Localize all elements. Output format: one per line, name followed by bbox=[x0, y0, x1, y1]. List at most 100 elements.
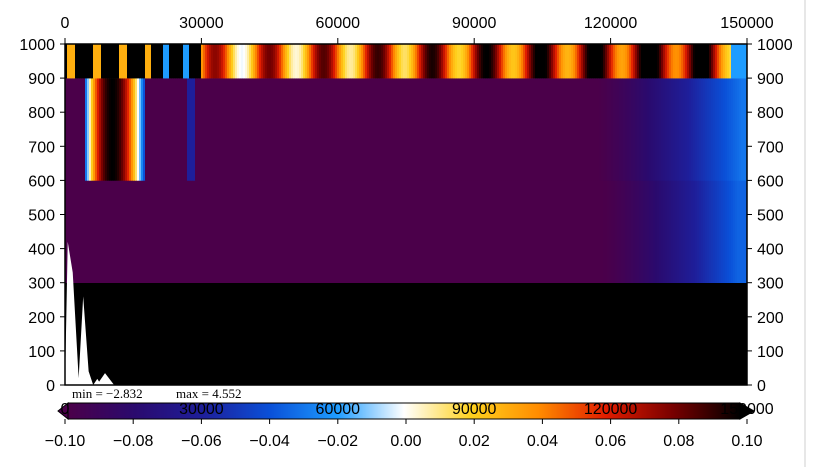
heatmap-cell bbox=[193, 78, 196, 181]
heatmap-cell bbox=[687, 44, 690, 79]
heatmap-cell bbox=[231, 282, 234, 385]
heatmap-cell bbox=[323, 78, 326, 181]
heatmap-cell bbox=[179, 282, 182, 385]
heatmap-cell bbox=[361, 78, 364, 181]
heatmap-cell bbox=[661, 282, 664, 385]
heatmap-cell bbox=[517, 44, 520, 79]
heatmap-cell bbox=[571, 78, 574, 181]
heatmap-cell bbox=[617, 180, 620, 283]
heatmap-cell bbox=[217, 282, 220, 385]
heatmap-cell bbox=[605, 44, 608, 79]
heatmap-cell bbox=[85, 44, 88, 79]
heatmap-cell bbox=[709, 44, 712, 79]
heatmap-cell bbox=[203, 282, 206, 385]
heatmap-cell bbox=[481, 44, 484, 79]
heatmap-cell bbox=[425, 78, 428, 181]
heatmap-cell bbox=[147, 282, 150, 385]
heatmap-cell bbox=[319, 44, 322, 79]
colorbar-max-arrow bbox=[739, 402, 756, 420]
heatmap-cell bbox=[445, 78, 448, 181]
heatmap-cell bbox=[569, 282, 572, 385]
heatmap-cell bbox=[211, 44, 214, 79]
heatmap-cell bbox=[743, 282, 746, 385]
heatmap-cell bbox=[123, 78, 126, 181]
heatmap-cell bbox=[715, 282, 718, 385]
heatmap-cell bbox=[289, 180, 292, 283]
heatmap-cell bbox=[555, 78, 558, 181]
heatmap-cell bbox=[283, 282, 286, 385]
heatmap-cell bbox=[587, 78, 590, 181]
heatmap-cell bbox=[725, 282, 728, 385]
heatmap-cell bbox=[515, 282, 518, 385]
heatmap-cell bbox=[681, 180, 684, 283]
heatmap-cell bbox=[425, 282, 428, 385]
heatmap-cell bbox=[267, 44, 270, 79]
heatmap-cell bbox=[125, 282, 128, 385]
heatmap-cell bbox=[299, 180, 302, 283]
heatmap-cell bbox=[309, 180, 312, 283]
heatmap-cell bbox=[147, 44, 150, 79]
heatmap-cell bbox=[537, 282, 540, 385]
heatmap-cell bbox=[463, 180, 466, 283]
heatmap-cell bbox=[113, 282, 116, 385]
colorbar: −0.10 −0.08 −0.06 −0.04 −0.02 0.00 0.02 0.04 0.0… bbox=[45, 401, 774, 450]
heatmap-cell bbox=[153, 282, 156, 385]
heatmap-cell bbox=[477, 180, 480, 283]
heatmap-cell bbox=[221, 78, 224, 181]
heatmap-cell bbox=[177, 282, 180, 385]
heatmap-cell bbox=[395, 78, 398, 181]
heatmap-cell bbox=[407, 44, 410, 79]
heatmap-cell bbox=[381, 44, 384, 79]
heatmap-cell bbox=[347, 78, 350, 181]
heatmap-cell bbox=[597, 78, 600, 181]
heatmap-cell bbox=[321, 282, 324, 385]
heatmap-cell bbox=[77, 44, 80, 79]
heatmap-cell bbox=[139, 180, 142, 283]
heatmap-cell bbox=[183, 44, 186, 79]
heatmap-cell bbox=[157, 44, 160, 79]
heatmap-cell bbox=[547, 44, 550, 79]
colorbar-tick-label: −0.08 bbox=[113, 433, 154, 450]
heatmap-cell bbox=[377, 180, 380, 283]
y-tick-label-right: 500 bbox=[757, 208, 784, 225]
heatmap-cell bbox=[623, 180, 626, 283]
heatmap-cell bbox=[693, 180, 696, 283]
heatmap-cell bbox=[213, 282, 216, 385]
heatmap-cell bbox=[113, 78, 116, 181]
heatmap-cell bbox=[189, 180, 192, 283]
heatmap-cell bbox=[171, 44, 174, 79]
heatmap-cell bbox=[553, 44, 556, 79]
heatmap-cell bbox=[333, 78, 336, 181]
heatmap-cell bbox=[233, 44, 236, 79]
heatmap-cell bbox=[531, 78, 534, 181]
heatmap-cell bbox=[233, 78, 236, 181]
heatmap-cell bbox=[573, 180, 576, 283]
heatmap-cell bbox=[537, 44, 540, 79]
heatmap-cell bbox=[543, 282, 546, 385]
heatmap-cell bbox=[191, 44, 194, 79]
heatmap-cell bbox=[179, 78, 182, 181]
heatmap-cell bbox=[541, 44, 544, 79]
heatmap-cell bbox=[295, 180, 298, 283]
heatmap-cell bbox=[297, 282, 300, 385]
heatmap-cell bbox=[163, 78, 166, 181]
heatmap-cell bbox=[79, 180, 82, 283]
heatmap-cell bbox=[149, 282, 152, 385]
heatmap-cell bbox=[197, 282, 200, 385]
heatmap-cell bbox=[75, 44, 78, 79]
heatmap-cell bbox=[317, 282, 320, 385]
heatmap-cell bbox=[99, 44, 102, 79]
heatmap-cell bbox=[705, 282, 708, 385]
heatmap-cell bbox=[629, 180, 632, 283]
heatmap-cell bbox=[367, 78, 370, 181]
heatmap-cell bbox=[419, 78, 422, 181]
heatmap-cell bbox=[571, 180, 574, 283]
heatmap-cell bbox=[573, 44, 576, 79]
heatmap-cell bbox=[301, 180, 304, 283]
heatmap-cell bbox=[201, 180, 204, 283]
heatmap-cell bbox=[405, 282, 408, 385]
heatmap-cell bbox=[675, 180, 678, 283]
heatmap-cell bbox=[555, 282, 558, 385]
heatmap-cell bbox=[581, 44, 584, 79]
heatmap-cell bbox=[585, 180, 588, 283]
